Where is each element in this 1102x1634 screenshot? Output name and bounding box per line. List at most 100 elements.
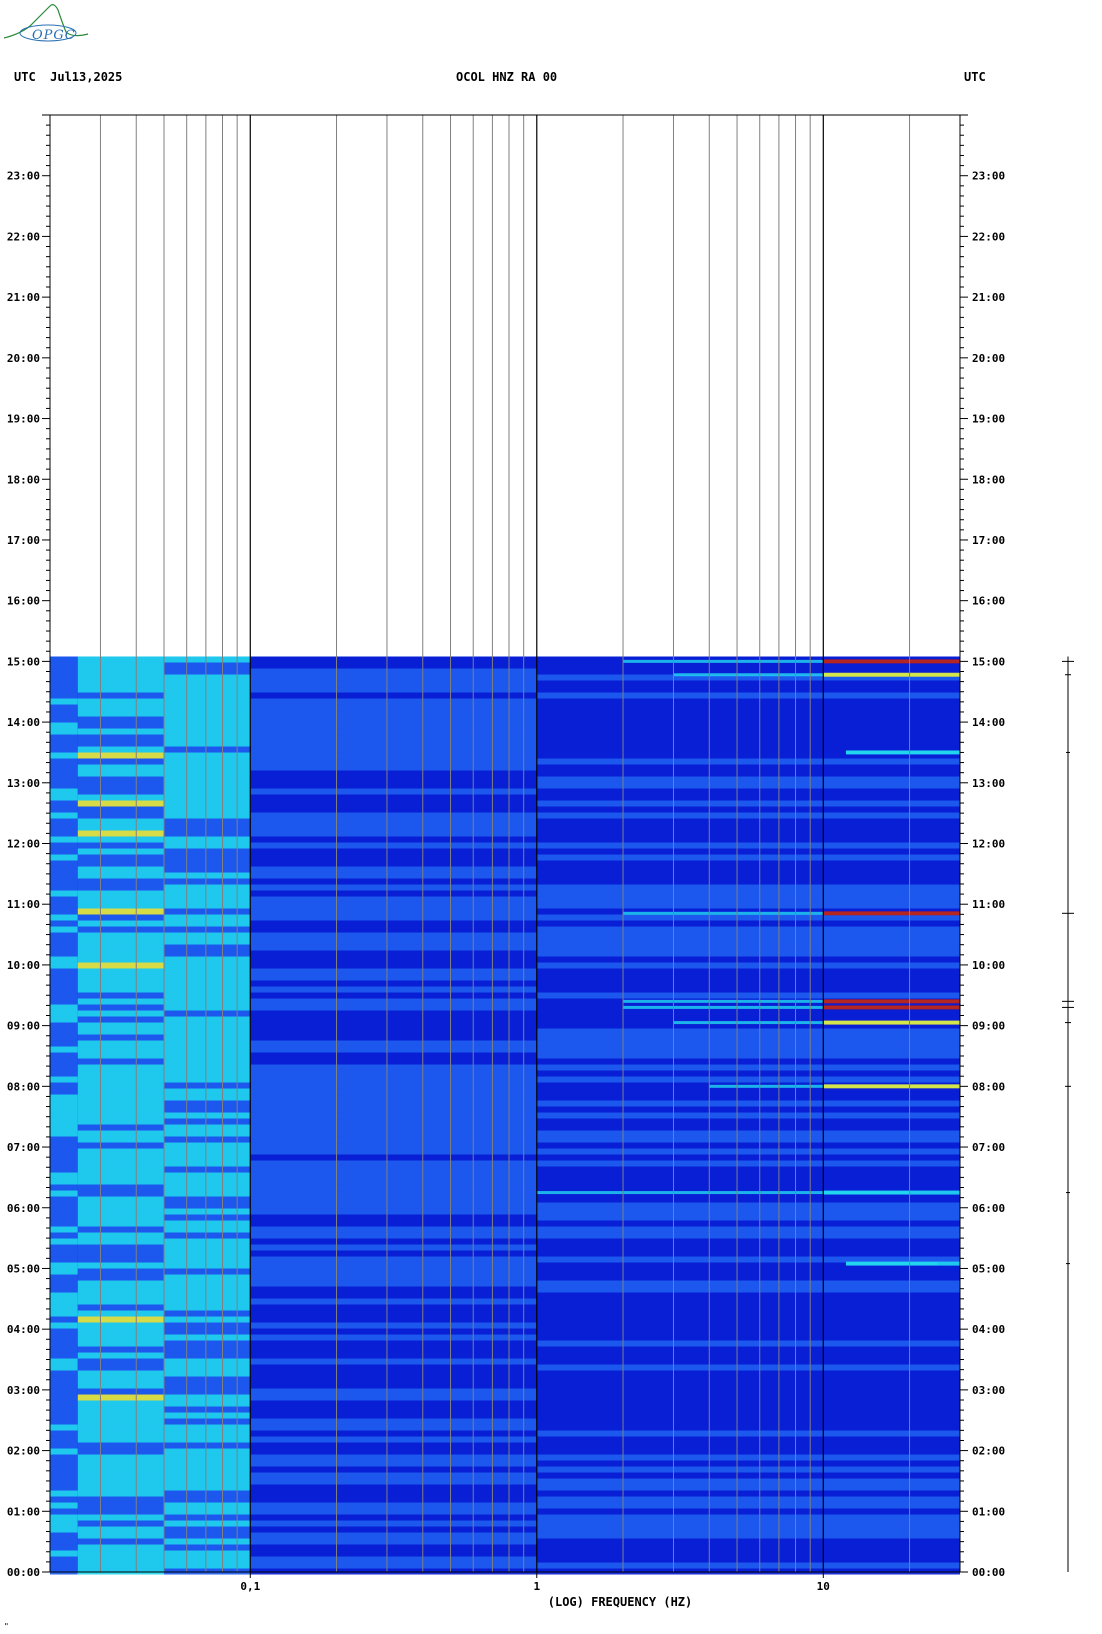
- y-tick-label-left: 00:00: [7, 1566, 40, 1579]
- energy-cell: [536, 1250, 960, 1257]
- energy-cell: [536, 1040, 960, 1047]
- energy-cell: [536, 1394, 960, 1401]
- energy-cell: [536, 1340, 960, 1347]
- energy-cell: [50, 968, 78, 975]
- energy-cell: [250, 902, 537, 909]
- energy-cell: [164, 944, 251, 951]
- energy-cell: [77, 788, 165, 795]
- energy-cell: [164, 692, 251, 699]
- energy-cell: [164, 872, 251, 879]
- energy-cell: [536, 896, 960, 903]
- energy-cell: [164, 1100, 251, 1107]
- energy-cell: [164, 986, 251, 993]
- energy-cell: [77, 734, 165, 741]
- energy-cell: [50, 1340, 78, 1347]
- energy-cell: [164, 1346, 251, 1353]
- energy-cell: [50, 818, 78, 825]
- energy-cell: [50, 728, 78, 735]
- y-tick-label-left: 21:00: [7, 291, 40, 304]
- energy-cell: [536, 1484, 960, 1491]
- energy-cell: [77, 1376, 165, 1383]
- energy-cell: [50, 1292, 78, 1299]
- y-tick-label-left: 13:00: [7, 777, 40, 790]
- energy-cell: [536, 776, 960, 783]
- energy-cell: [250, 986, 537, 993]
- energy-cell: [50, 1166, 78, 1173]
- energy-cell: [250, 1496, 537, 1503]
- energy-cell: [250, 1550, 537, 1557]
- energy-cell: [77, 716, 165, 723]
- energy-cell: [77, 1010, 165, 1017]
- energy-cell: [77, 884, 165, 891]
- energy-cell: [536, 1358, 960, 1365]
- x-tick-label: 0,1: [240, 1580, 260, 1593]
- energy-cell: [164, 932, 251, 939]
- event-peak: [845, 750, 960, 755]
- energy-cell: [77, 692, 165, 699]
- y-tick-label-left: 16:00: [7, 595, 40, 608]
- energy-cell: [164, 1112, 251, 1119]
- energy-cell: [250, 1160, 537, 1167]
- y-tick-label-right: 20:00: [972, 352, 1005, 365]
- y-tick-label-left: 09:00: [7, 1020, 40, 1033]
- energy-cell: [164, 1394, 251, 1401]
- energy-cell: [250, 1424, 537, 1431]
- energy-cell: [536, 1346, 960, 1353]
- energy-cell: [77, 1184, 165, 1191]
- energy-cell: [77, 1052, 165, 1059]
- energy-cell: [250, 1544, 537, 1551]
- energy-cell: [77, 1286, 165, 1293]
- energy-cell: [536, 1088, 960, 1095]
- energy-cell: [536, 1364, 960, 1371]
- energy-cell: [536, 680, 960, 687]
- energy-cell: [77, 830, 165, 837]
- energy-cell: [164, 746, 251, 753]
- energy-cell: [164, 1094, 251, 1101]
- energy-cell: [77, 1142, 165, 1149]
- energy-cell: [77, 962, 165, 969]
- energy-cell: [164, 1520, 251, 1527]
- energy-cell: [50, 782, 78, 789]
- energy-cell: [250, 962, 537, 969]
- energy-cell: [164, 740, 251, 747]
- energy-cell: [50, 950, 78, 957]
- y-tick-label-left: 17:00: [7, 534, 40, 547]
- energy-cell: [164, 1376, 251, 1383]
- y-tick-label-right: 12:00: [972, 838, 1005, 851]
- energy-cell: [250, 968, 537, 975]
- energy-cell: [77, 1526, 165, 1533]
- energy-cell: [250, 1058, 537, 1065]
- energy-cell: [77, 1016, 165, 1023]
- energy-cell: [50, 692, 78, 699]
- energy-cell: [536, 1292, 960, 1299]
- event-peak: [823, 999, 960, 1004]
- energy-cell: [164, 1244, 251, 1251]
- energy-cell: [77, 1154, 165, 1161]
- energy-cell: [250, 1238, 537, 1245]
- energy-cell: [164, 956, 251, 963]
- energy-cell: [250, 1334, 537, 1341]
- energy-cell: [536, 1238, 960, 1245]
- energy-cell: [250, 698, 537, 705]
- energy-cell: [250, 992, 537, 999]
- energy-cell: [250, 722, 537, 729]
- energy-cell: [50, 1484, 78, 1491]
- energy-cell: [536, 1070, 960, 1077]
- energy-cell: [164, 1508, 251, 1515]
- y-tick-label-right: 11:00: [972, 898, 1005, 911]
- energy-cell: [250, 1004, 537, 1011]
- energy-cell: [536, 830, 960, 837]
- y-tick-label-left: 06:00: [7, 1202, 40, 1215]
- energy-cell: [50, 1358, 78, 1365]
- energy-cell: [164, 728, 251, 735]
- energy-cell: [164, 992, 251, 999]
- energy-cell: [77, 1322, 165, 1329]
- y-tick-label-left: 03:00: [7, 1384, 40, 1397]
- energy-cell: [164, 710, 251, 717]
- energy-cell: [50, 1058, 78, 1065]
- energy-cell: [77, 1124, 165, 1131]
- energy-cell: [250, 1376, 537, 1383]
- energy-cell: [536, 878, 960, 885]
- energy-cell: [164, 674, 251, 681]
- energy-cell: [250, 1364, 537, 1371]
